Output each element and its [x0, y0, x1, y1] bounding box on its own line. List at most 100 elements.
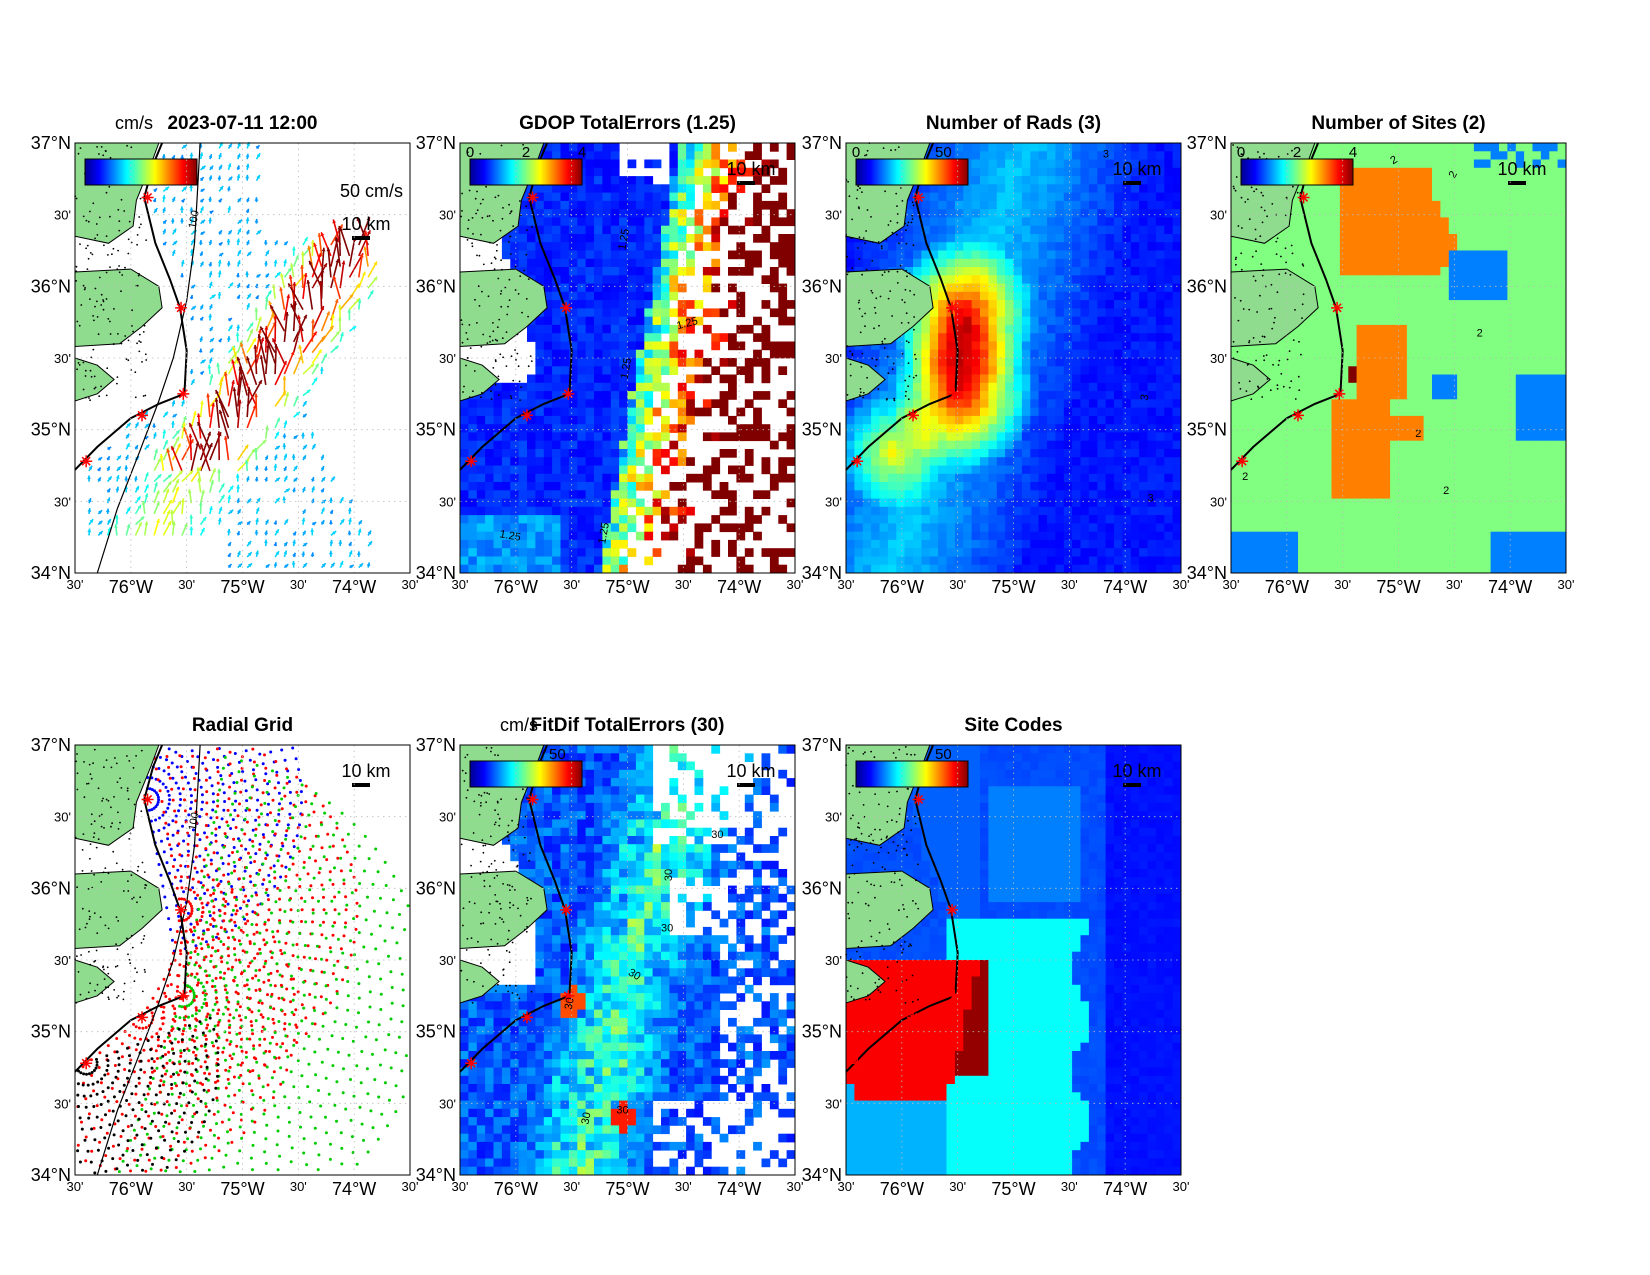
heatmap-cell [543, 457, 553, 466]
heatmap-cell [1164, 432, 1174, 442]
heatmap-cell [846, 449, 855, 458]
heatmap-cell [954, 465, 964, 475]
heatmap-cell [644, 341, 654, 351]
shoreline-dot [490, 262, 493, 265]
heatmap-cell [879, 515, 889, 524]
heatmap-cell [1122, 300, 1132, 309]
current-vector-head [196, 413, 201, 418]
heatmap-cell [1114, 465, 1123, 475]
shoreline-dot [461, 210, 463, 212]
heatmap-cell [1155, 440, 1165, 450]
heatmap-cell [996, 399, 1006, 408]
current-vector-head [264, 297, 269, 302]
current-vector-head [275, 477, 280, 482]
shoreline-dot [510, 210, 513, 213]
heatmap-cell [1105, 358, 1115, 367]
heatmap-cell [1172, 324, 1182, 334]
heatmap-cell [677, 415, 687, 425]
current-vector-head [320, 306, 324, 311]
heatmap-cell [744, 250, 754, 260]
shoreline-dot [89, 399, 91, 402]
heatmap-cell [1164, 176, 1174, 185]
heatmap-cell [527, 523, 536, 533]
heatmap-cell [913, 250, 922, 260]
heatmap-cell [702, 184, 712, 193]
heatmap-cell [904, 225, 914, 235]
heatmap-cell [476, 424, 486, 433]
heatmap-cell [879, 358, 889, 367]
current-vector-head [175, 436, 180, 441]
heatmap-cell [1013, 548, 1023, 557]
heatmap-cell [635, 258, 645, 268]
heatmap-cell [1130, 333, 1140, 342]
current-vector-head [282, 376, 287, 380]
heatmap-cell [1072, 258, 1081, 268]
shoreline-dot [98, 216, 101, 219]
current-vector-head [311, 486, 315, 491]
heatmap-cell [988, 515, 998, 524]
heatmap-cell [1097, 333, 1107, 342]
heatmap-cell [879, 506, 889, 516]
heatmap-cell [846, 424, 855, 433]
heatmap-cell [552, 523, 561, 533]
heatmap-cell [1114, 242, 1123, 251]
heatmap-cell [485, 465, 494, 475]
heatmap-cell [871, 250, 880, 260]
colorbar-tick-label: 0 [466, 144, 474, 161]
heatmap-cell [1147, 374, 1157, 384]
heatmap-cell [635, 498, 645, 508]
heatmap-cell [761, 424, 771, 433]
heatmap-cell [728, 143, 737, 152]
heatmap-cell [552, 366, 561, 375]
current-vector-head [211, 402, 215, 407]
shoreline-dot [77, 362, 80, 364]
heatmap-cell [736, 531, 746, 541]
heatmap-cell [980, 267, 989, 276]
current-vector-head [273, 562, 278, 566]
heatmap-cell [1147, 465, 1157, 475]
heatmap-cell [1139, 506, 1148, 516]
heatmap-cell [1005, 167, 1014, 177]
heatmap-cell [938, 366, 947, 375]
heatmap-cell [510, 515, 520, 524]
heatmap-cell [686, 143, 695, 152]
current-vector [237, 399, 241, 428]
heatmap-cell [1047, 242, 1056, 251]
current-vector-head [264, 260, 268, 265]
heatmap-cell [846, 539, 855, 549]
heatmap-cell [904, 366, 914, 375]
heatmap-cell [627, 473, 637, 483]
current-vector [327, 247, 332, 278]
heatmap-cell [862, 556, 872, 566]
heatmap-cell [728, 167, 737, 177]
shoreline-dot [91, 253, 94, 256]
heatmap-cell [786, 432, 796, 442]
heatmap-cell [1030, 333, 1040, 342]
heatmap-cell [501, 539, 511, 549]
heatmap-cell [602, 498, 612, 508]
current-vector [254, 344, 258, 375]
shoreline-dot [138, 216, 141, 218]
heatmap-cell [871, 415, 880, 425]
heatmap-cell [577, 399, 587, 408]
heatmap-cell [577, 258, 587, 268]
heatmap-cell [929, 333, 939, 342]
heatmap-cell [535, 258, 545, 268]
site-marker [136, 409, 148, 422]
heatmap-cell [1080, 515, 1090, 524]
current-vector-head [257, 230, 262, 234]
heatmap-cell [1063, 382, 1073, 392]
heatmap-cell [971, 449, 981, 458]
heatmap-cell [1038, 399, 1048, 408]
current-vector-head [329, 520, 333, 524]
heatmap-cell [929, 449, 939, 458]
heatmap-cell [1013, 498, 1023, 508]
heatmap-cell [1139, 374, 1148, 384]
heatmap-cell [980, 358, 989, 367]
heatmap-cell [1080, 151, 1090, 160]
heatmap-cell [1164, 143, 1174, 152]
heatmap-cell [1155, 449, 1165, 458]
current-vector-head [126, 524, 131, 528]
heatmap-cell [577, 382, 587, 392]
heatmap-cell [1105, 283, 1115, 293]
